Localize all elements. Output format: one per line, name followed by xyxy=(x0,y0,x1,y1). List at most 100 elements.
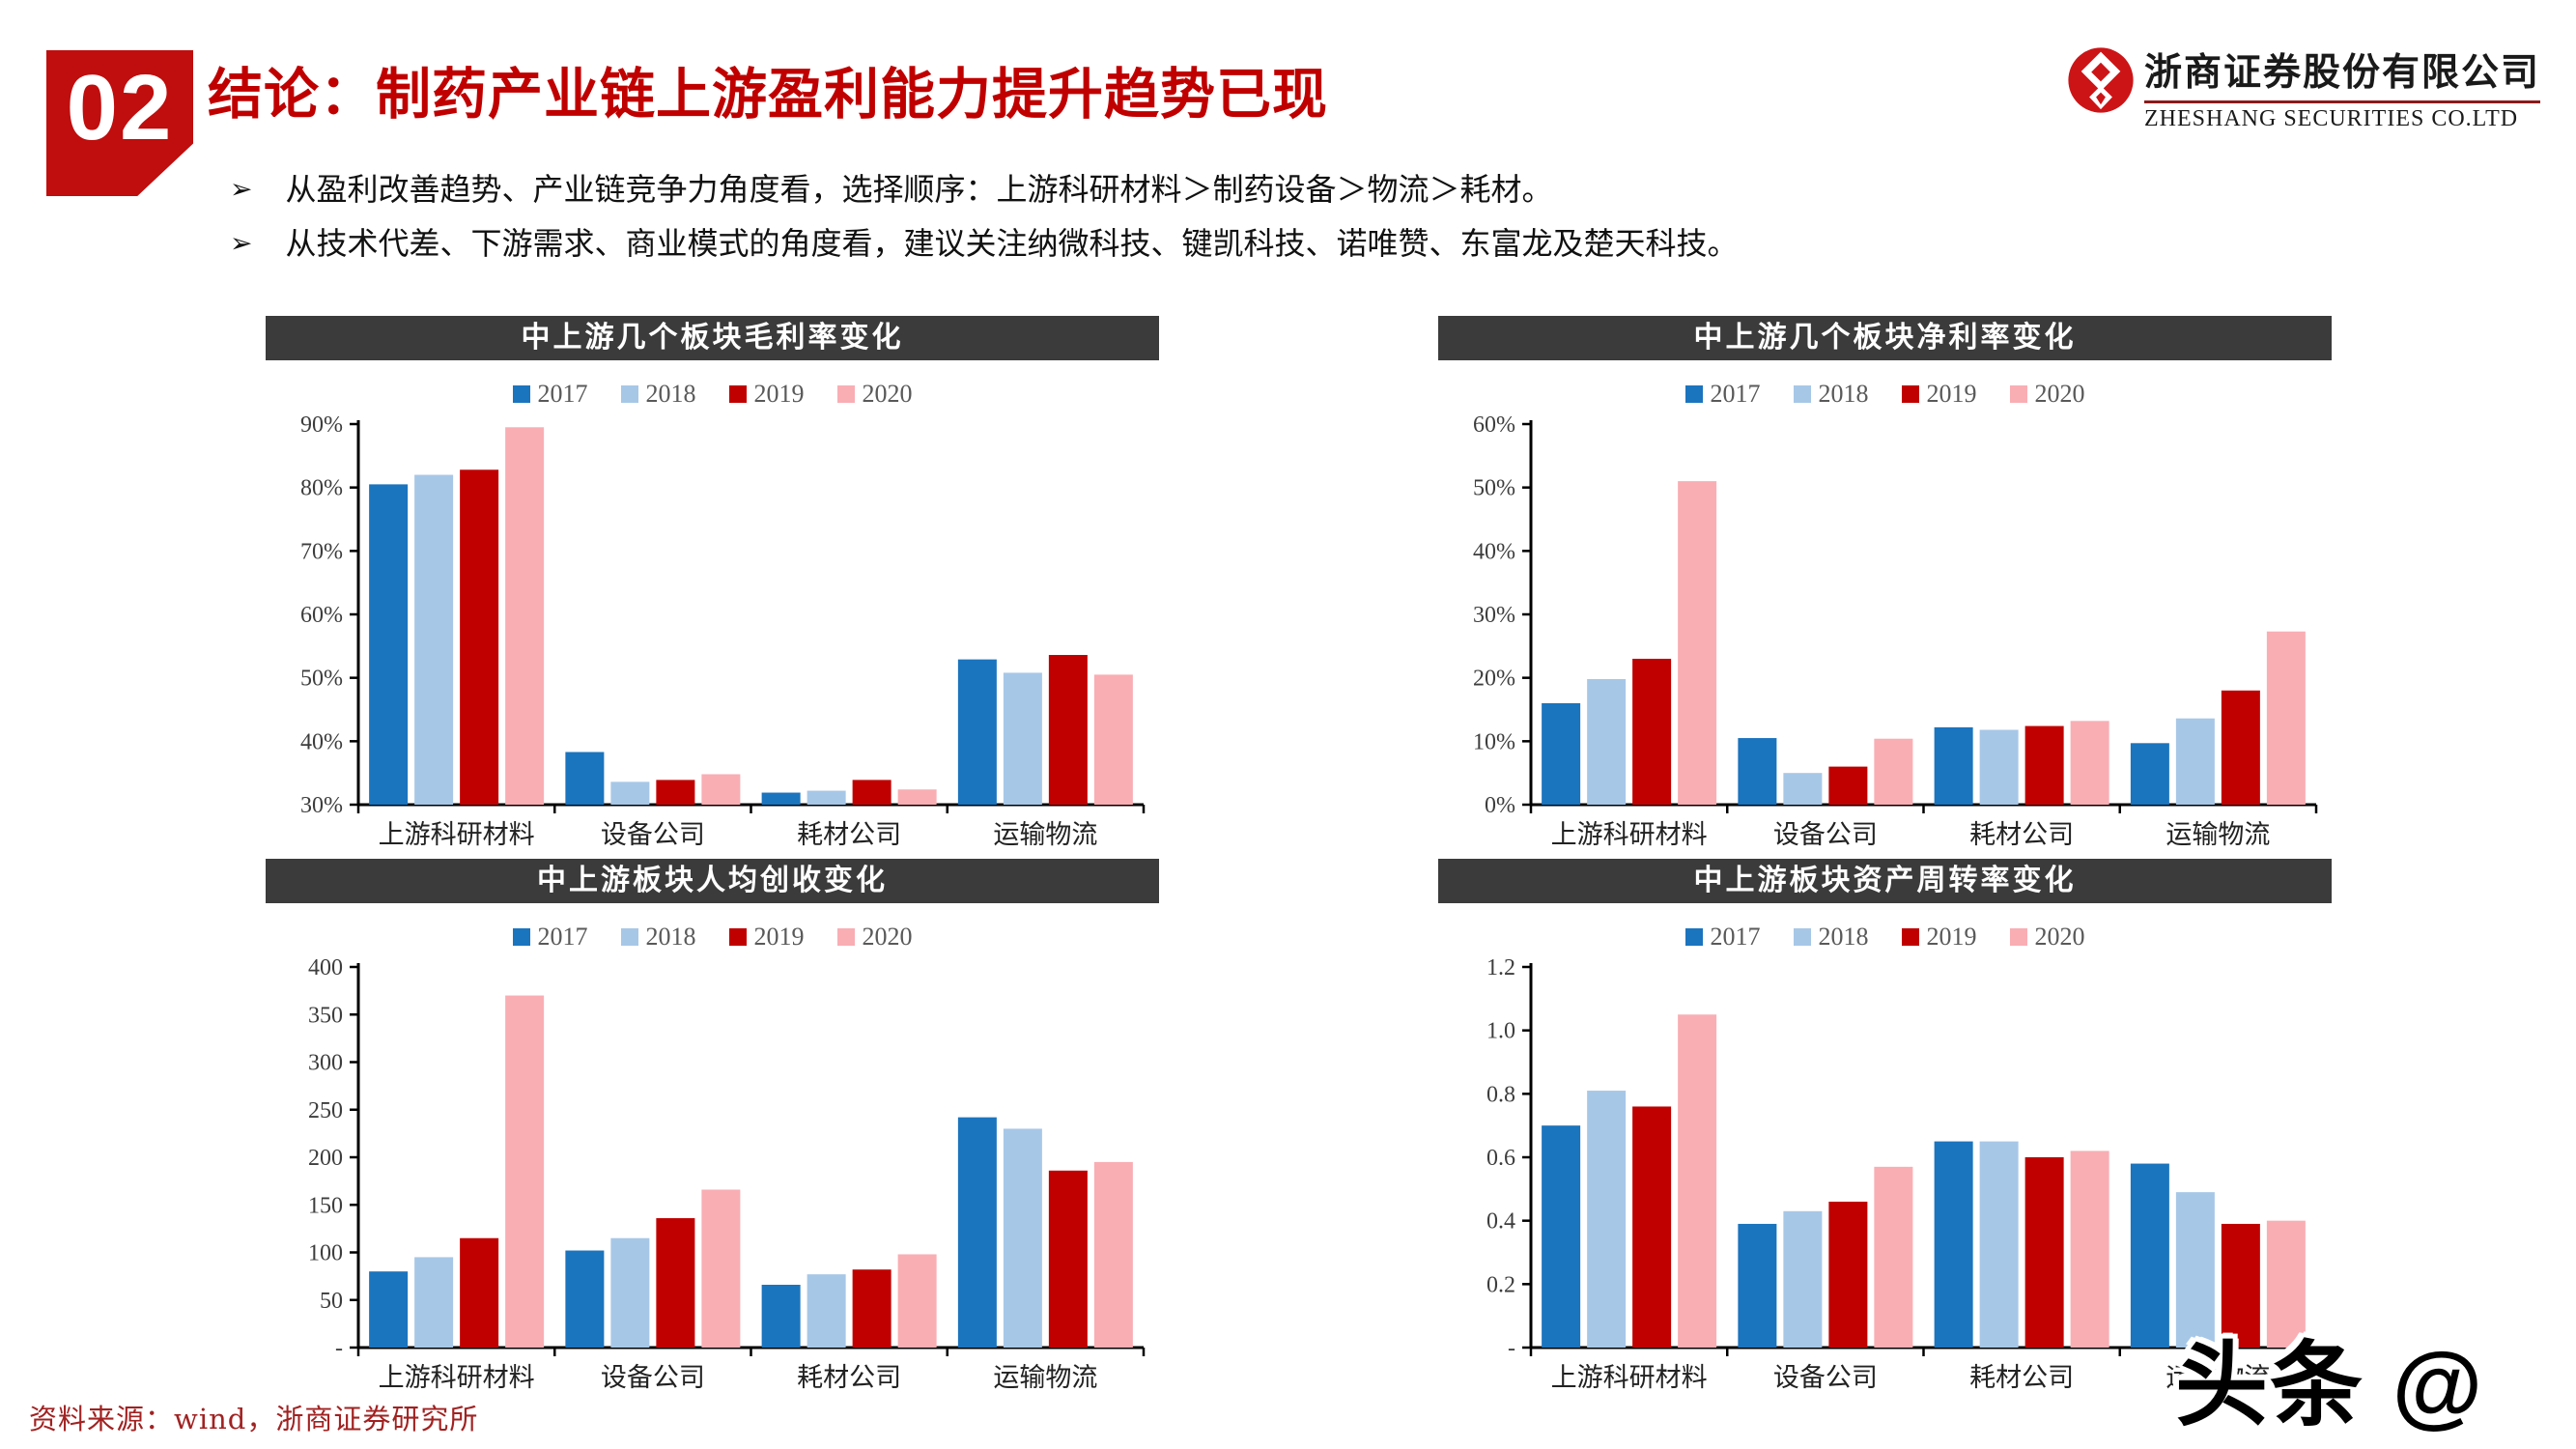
bar xyxy=(1542,702,1581,805)
y-tick-label: 0.4 xyxy=(1486,1209,1515,1235)
legend-label: 2017 xyxy=(537,923,588,951)
bar xyxy=(2266,631,2306,805)
legend-item: 2019 xyxy=(1901,923,1977,952)
y-tick-label: 90% xyxy=(300,412,343,438)
category-label: 耗材公司 xyxy=(797,820,901,850)
bar xyxy=(1542,1125,1581,1348)
legend-label: 2020 xyxy=(862,923,913,951)
y-tick-label: 80% xyxy=(300,476,343,501)
category-label: 耗材公司 xyxy=(1969,820,2074,850)
legend-label: 2019 xyxy=(753,923,805,951)
chart-asset-turnover: 中上游板块资产周转率变化 2017 2018 2019 2020 - 0.2 0.4 0.6… xyxy=(1438,859,2332,1402)
bar xyxy=(369,484,409,805)
watermark: 头条 @财是 xyxy=(2175,1334,2485,1437)
bar xyxy=(565,752,605,805)
legend-item: 2019 xyxy=(728,380,805,409)
bar xyxy=(1783,773,1823,805)
bar xyxy=(2266,1220,2306,1348)
bar-plot: - 0.2 0.4 0.6 0.8 1.0 1.2 上游科研材料 设备公司 耗材公司 运输物流 xyxy=(1486,955,2318,1393)
legend-swatch xyxy=(1684,928,1703,946)
bar xyxy=(957,1117,997,1348)
legend-swatch xyxy=(1793,928,1811,946)
legend-item: 2018 xyxy=(1793,923,1869,952)
legend-label: 2018 xyxy=(1818,923,1869,951)
category-label: 设备公司 xyxy=(1773,1363,1878,1393)
bullet-item: ➢ 从技术代差、下游需求、商业模式的角度看，建议关注纳微科技、键凯科技、诺唯赞、… xyxy=(230,224,2355,263)
chart-title: 中上游几个板块净利率变化 xyxy=(1438,316,2332,360)
y-tick-label: 0.6 xyxy=(1486,1146,1515,1171)
y-tick-label: 50% xyxy=(300,667,343,692)
y-tick-label: 0.8 xyxy=(1486,1082,1515,1107)
bar xyxy=(565,1250,605,1348)
chart-gross-margin: 中上游几个板块毛利率变化 2017 2018 2019 2020 30% 40% 50% 6… xyxy=(266,316,1159,859)
y-tick-label: 150 xyxy=(308,1193,343,1218)
bar xyxy=(414,1257,454,1348)
bar xyxy=(610,1237,650,1348)
bar xyxy=(610,781,650,805)
bar xyxy=(957,659,997,805)
bar xyxy=(1048,655,1088,805)
legend-swatch xyxy=(836,385,855,403)
bar xyxy=(1828,1201,1868,1348)
bullet-list: ➢ 从盈利改善趋势、产业链竞争力角度看，选择顺序：上游科研材料＞制药设备＞物流＞… xyxy=(230,170,2355,278)
legend-swatch xyxy=(512,385,530,403)
bar xyxy=(1632,1106,1672,1348)
bar xyxy=(852,1269,892,1348)
bar-plot: 0% 10% 20% 30% 40% 50% 60% 上游科研材料 设备公司 耗材公司 运输物流 xyxy=(1473,412,2318,850)
bar xyxy=(1738,738,1777,805)
bar xyxy=(897,789,937,805)
category-label: 设备公司 xyxy=(601,820,705,850)
bar xyxy=(2070,721,2109,805)
legend-swatch xyxy=(728,928,747,946)
legend-swatch xyxy=(836,928,855,946)
bar xyxy=(701,774,741,805)
category-label: 上游科研材料 xyxy=(1551,1363,1708,1393)
y-tick-label: 60% xyxy=(300,603,343,628)
y-tick-label: 30% xyxy=(300,793,343,818)
legend-swatch xyxy=(620,928,638,946)
bar xyxy=(460,1237,499,1348)
bullet-item: ➢ 从盈利改善趋势、产业链竞争力角度看，选择顺序：上游科研材料＞制药设备＞物流＞… xyxy=(230,170,2355,209)
bar xyxy=(1828,766,1868,805)
bar-plot: 30% 40% 50% 60% 70% 80% 90% 上游科研材料 设备公司 耗材公司 运输物流 xyxy=(300,412,1146,850)
legend-item: 2017 xyxy=(512,380,588,409)
legend-label: 2017 xyxy=(537,380,588,408)
legend-item: 2020 xyxy=(836,380,913,409)
bar xyxy=(2070,1151,2109,1348)
bar xyxy=(1678,481,1717,805)
data-source-note: 资料来源：wind，浙商证券研究所 xyxy=(29,1403,479,1435)
category-label: 设备公司 xyxy=(601,1363,705,1393)
y-tick-label: 1.2 xyxy=(1486,955,1515,980)
category-label: 耗材公司 xyxy=(1969,1363,2074,1393)
y-tick-label: 40% xyxy=(300,729,343,754)
bar xyxy=(1874,738,1913,805)
chart-title: 中上游板块人均创收变化 xyxy=(266,859,1159,903)
bar xyxy=(1003,672,1042,805)
category-label: 上游科研材料 xyxy=(1551,820,1708,850)
bullet-text: 从技术代差、下游需求、商业模式的角度看，建议关注纳微科技、键凯科技、诺唯赞、东富… xyxy=(285,225,1739,262)
bar xyxy=(369,1271,409,1348)
y-tick-label: 50% xyxy=(1473,476,1515,501)
legend-item: 2018 xyxy=(1793,380,1869,409)
bar xyxy=(1093,1161,1133,1348)
legend-item: 2017 xyxy=(1684,923,1761,952)
section-number-badge: 02 xyxy=(46,50,193,196)
bar xyxy=(1738,1223,1777,1348)
chart-legend: 2017 2018 2019 2020 xyxy=(266,923,1159,952)
chart-title: 中上游几个板块毛利率变化 xyxy=(266,316,1159,360)
bar xyxy=(1678,1014,1717,1348)
legend-item: 2020 xyxy=(836,923,913,952)
y-tick-label: 60% xyxy=(1473,412,1515,438)
bar xyxy=(505,995,545,1348)
bar xyxy=(701,1189,741,1348)
bar xyxy=(2175,718,2215,805)
bar xyxy=(1587,1091,1627,1348)
bar-plot: - 50 100 150 200 250 300 350 400 上游科研材料 设备公司 耗材公司 运输… xyxy=(308,955,1146,1393)
category-label: 运输物流 xyxy=(993,820,1097,850)
chart-legend: 2017 2018 2019 2020 xyxy=(1438,380,2332,409)
bar xyxy=(1979,729,2019,805)
legend-item: 2019 xyxy=(1901,380,1977,409)
legend-swatch xyxy=(512,928,530,946)
y-tick-label: 40% xyxy=(1473,539,1515,564)
